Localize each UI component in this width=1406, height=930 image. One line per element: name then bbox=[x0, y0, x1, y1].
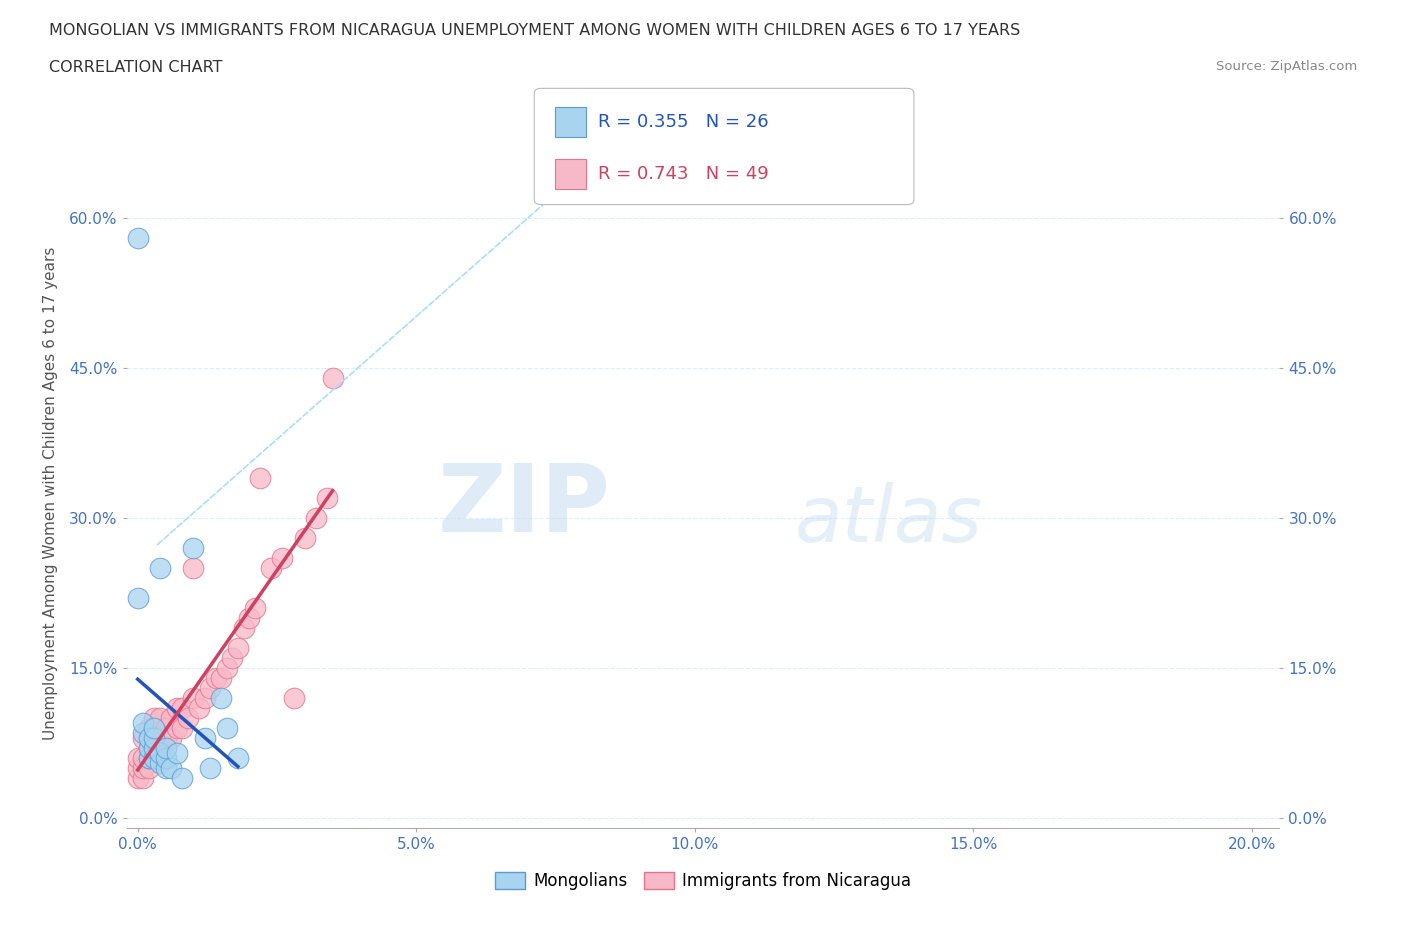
Point bbox=[143, 721, 166, 736]
Point bbox=[138, 721, 160, 736]
Point bbox=[127, 770, 149, 785]
Text: ZIP: ZIP bbox=[437, 460, 610, 552]
Point bbox=[149, 740, 172, 755]
Text: R = 0.355   N = 26: R = 0.355 N = 26 bbox=[598, 113, 768, 131]
Point bbox=[127, 761, 149, 776]
Point bbox=[138, 740, 160, 755]
Point bbox=[160, 761, 183, 776]
Point bbox=[187, 700, 209, 715]
Text: MONGOLIAN VS IMMIGRANTS FROM NICARAGUA UNEMPLOYMENT AMONG WOMEN WITH CHILDREN AG: MONGOLIAN VS IMMIGRANTS FROM NICARAGUA U… bbox=[49, 23, 1021, 38]
Point bbox=[198, 761, 221, 776]
Point bbox=[138, 730, 160, 745]
Point bbox=[215, 721, 238, 736]
Point bbox=[127, 751, 149, 765]
Point bbox=[160, 730, 183, 745]
Point bbox=[198, 681, 221, 696]
Point bbox=[226, 751, 249, 765]
Point bbox=[132, 761, 155, 776]
Point bbox=[209, 690, 232, 705]
Point bbox=[238, 610, 260, 625]
Point bbox=[149, 730, 172, 745]
Point bbox=[132, 770, 155, 785]
Point bbox=[322, 370, 344, 385]
Point bbox=[132, 730, 155, 745]
Text: Source: ZipAtlas.com: Source: ZipAtlas.com bbox=[1216, 60, 1357, 73]
Point bbox=[177, 711, 200, 725]
Point bbox=[183, 540, 205, 555]
Point bbox=[226, 641, 249, 656]
Point bbox=[221, 650, 243, 665]
Point bbox=[260, 561, 283, 576]
Point bbox=[166, 721, 188, 736]
Point bbox=[132, 715, 155, 730]
Point bbox=[305, 511, 328, 525]
Text: CORRELATION CHART: CORRELATION CHART bbox=[49, 60, 222, 75]
Point bbox=[249, 471, 271, 485]
Point bbox=[143, 740, 166, 755]
Point bbox=[283, 690, 305, 705]
Point bbox=[127, 231, 149, 246]
Text: atlas: atlas bbox=[796, 482, 983, 558]
Point bbox=[138, 761, 160, 776]
Point bbox=[138, 740, 160, 755]
Point bbox=[132, 725, 155, 740]
Point bbox=[143, 711, 166, 725]
Point bbox=[183, 561, 205, 576]
Point bbox=[155, 740, 177, 755]
Point bbox=[166, 745, 188, 760]
Legend: Mongolians, Immigrants from Nicaragua: Mongolians, Immigrants from Nicaragua bbox=[488, 865, 918, 897]
Point bbox=[155, 761, 177, 776]
Point bbox=[149, 561, 172, 576]
Point bbox=[155, 721, 177, 736]
Point bbox=[193, 690, 215, 705]
Point bbox=[316, 490, 339, 505]
Point bbox=[172, 721, 194, 736]
Point bbox=[193, 730, 215, 745]
Point bbox=[149, 745, 172, 760]
Point bbox=[232, 620, 254, 635]
Point bbox=[143, 730, 166, 745]
Point bbox=[183, 690, 205, 705]
Point bbox=[209, 671, 232, 685]
Point bbox=[149, 755, 172, 770]
Point bbox=[166, 700, 188, 715]
Point bbox=[172, 700, 194, 715]
Point bbox=[215, 660, 238, 675]
Y-axis label: Unemployment Among Women with Children Ages 6 to 17 years: Unemployment Among Women with Children A… bbox=[44, 246, 58, 739]
Point bbox=[138, 751, 160, 765]
Point bbox=[143, 751, 166, 765]
Point bbox=[204, 671, 226, 685]
Point bbox=[243, 601, 266, 616]
Point bbox=[127, 591, 149, 605]
Point bbox=[138, 751, 160, 765]
Point bbox=[138, 730, 160, 745]
Point bbox=[271, 551, 294, 565]
Point bbox=[143, 730, 166, 745]
Point bbox=[155, 751, 177, 765]
Point bbox=[155, 730, 177, 745]
Point bbox=[143, 740, 166, 755]
Text: R = 0.743   N = 49: R = 0.743 N = 49 bbox=[598, 165, 768, 183]
Point bbox=[172, 770, 194, 785]
Point bbox=[149, 711, 172, 725]
Point bbox=[132, 751, 155, 765]
Point bbox=[143, 751, 166, 765]
Point bbox=[294, 530, 316, 545]
Point bbox=[160, 711, 183, 725]
